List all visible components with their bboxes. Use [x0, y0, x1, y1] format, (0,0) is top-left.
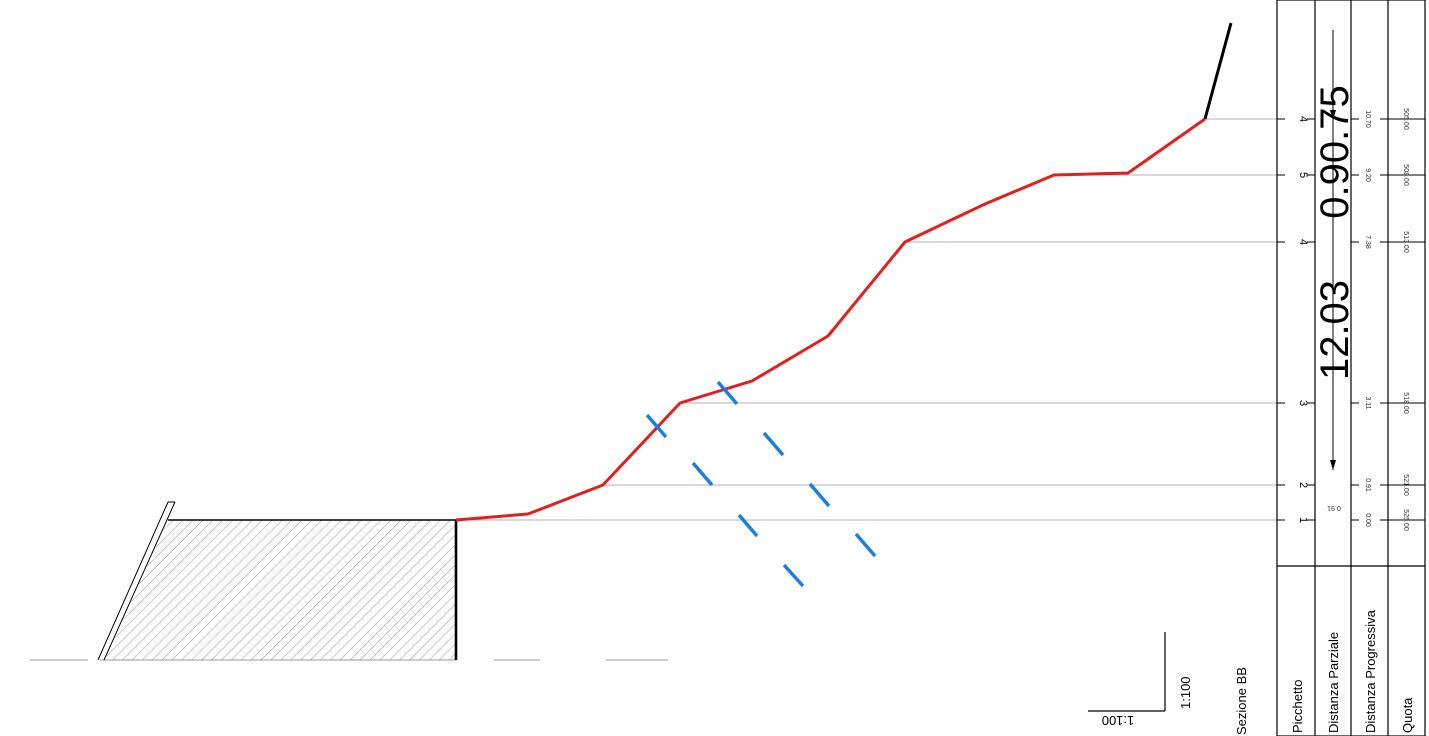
row-label-distanza-parziale: Distanza Parziale — [1326, 632, 1341, 733]
picket-number: 1 — [1297, 517, 1309, 523]
partial-distance-small: 0.91 — [1327, 504, 1341, 511]
elevation-value: 505.00 — [1402, 108, 1409, 130]
table-row-labels: Picchetto Distanza Parziale Distanza Pro… — [1290, 609, 1415, 733]
scale-bar: 1:100 1:100 — [1088, 632, 1193, 728]
terrain-profile-extension — [1203, 22, 1233, 120]
elevation-value: 513.00 — [1402, 231, 1409, 253]
progressive-distance: 0.00 — [1364, 513, 1371, 527]
section-title: Sezione BB — [1234, 667, 1249, 735]
row-label-distanza-progressiva: Distanza Progressiva — [1363, 609, 1378, 733]
wall-hatch — [105, 520, 456, 660]
picket-number: 4 — [1297, 239, 1309, 245]
picket-numbers: 1 2 3 4 5 4 — [1297, 116, 1309, 523]
row-label-quota: Quota — [1400, 697, 1415, 733]
dimension-line — [1330, 30, 1336, 470]
elevation-value: 525.00 — [1402, 509, 1409, 531]
picket-number: 4 — [1297, 116, 1309, 122]
picket-number: 5 — [1297, 172, 1309, 178]
progressive-distance: 3.11 — [1364, 396, 1371, 409]
big-value-middle: 12.03 — [1313, 280, 1357, 380]
terrain-profile — [455, 117, 1206, 522]
wall-left-face-outer — [97, 501, 169, 661]
station-ticks — [1277, 118, 1425, 521]
scale-label-mirrored: 1:100 — [1102, 713, 1135, 728]
picket-number: 2 — [1297, 482, 1309, 488]
progressive-distance: 0.91 — [1364, 478, 1371, 492]
elevation-value: 518.00 — [1402, 392, 1409, 414]
profile-table — [1276, 0, 1426, 736]
progressive-distance: 9.20 — [1364, 168, 1371, 182]
row-label-picchetto: Picchetto — [1290, 680, 1305, 733]
wall-left-face-inner — [103, 501, 176, 661]
big-value-top: 0.90.75 — [1313, 85, 1357, 218]
station-guide-lines — [456, 118, 1278, 521]
progressive-distance: 7.38 — [1364, 235, 1371, 249]
elevations: 525.00 521.00 518.00 513.00 508.00 505.0… — [1402, 108, 1409, 531]
progressive-distances: 0.00 0.91 3.11 7.38 9.20 10.70 — [1364, 110, 1371, 527]
blue-dashed-lines — [645, 380, 877, 588]
elevation-value: 508.00 — [1402, 164, 1409, 186]
progressive-distance: 10.70 — [1364, 110, 1371, 128]
retaining-wall — [97, 501, 458, 661]
elevation-value: 521.00 — [1402, 474, 1409, 496]
scale-label: 1:100 — [1178, 676, 1193, 709]
picket-number: 3 — [1297, 400, 1309, 406]
